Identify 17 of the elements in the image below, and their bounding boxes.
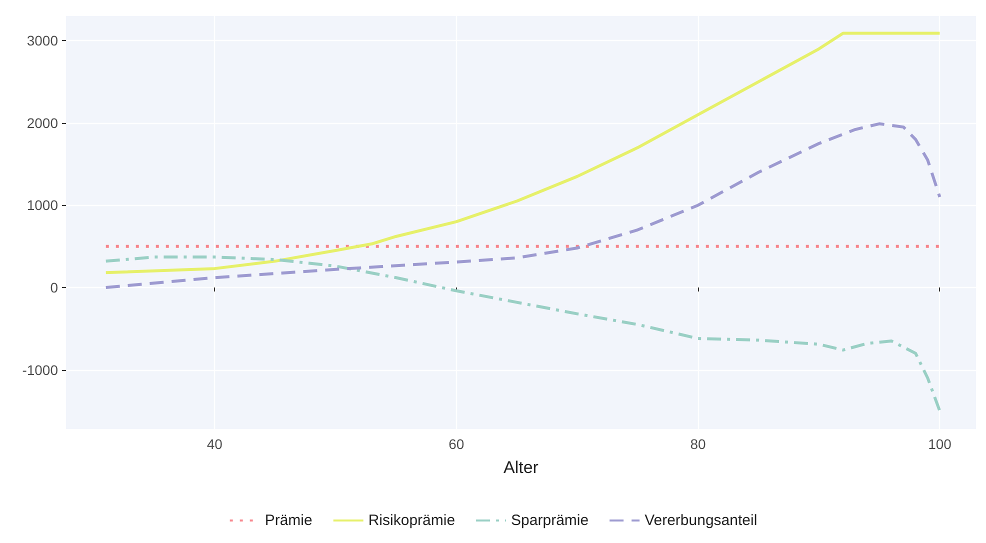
legend-label: Vererbungsanteil [644, 512, 758, 529]
x-tick-label: 100 [928, 436, 952, 452]
legend-label: Prämie [264, 512, 312, 529]
legend-label: Risikoprämie [368, 512, 456, 529]
y-tick-label: 0 [50, 279, 58, 296]
y-tick-label: 1000 [26, 197, 58, 214]
line-series [104, 256, 942, 412]
x-tick-label: 80 [690, 436, 706, 452]
y-tick-label: 2000 [26, 114, 58, 131]
x-axis-title: Alter [504, 458, 539, 477]
x-tick-label: 60 [448, 436, 464, 452]
x-tick-label: 40 [206, 436, 223, 452]
y-tick-label: -1000 [22, 362, 58, 378]
legend-label: Sparprämie [511, 512, 589, 529]
line-series [104, 32, 942, 274]
y-tick-label: 3000 [26, 32, 58, 49]
line-series [104, 122, 942, 289]
